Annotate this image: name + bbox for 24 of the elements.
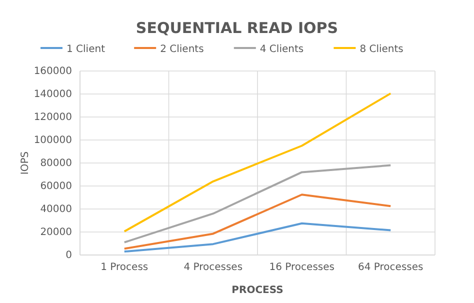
x-tick-label: 16 Processes bbox=[269, 262, 334, 274]
line-series bbox=[123, 164, 392, 244]
y-tick-label: 140000 bbox=[34, 89, 72, 100]
x-tick-label: 64 Processes bbox=[358, 262, 424, 274]
line-series bbox=[123, 222, 392, 253]
x-axis-title: PROCESS bbox=[232, 285, 284, 296]
legend-label: 8 Clients bbox=[360, 44, 404, 55]
y-tick-label: 0 bbox=[66, 250, 72, 262]
legend-label: 1 Client bbox=[66, 44, 106, 55]
y-tick-label: 100000 bbox=[34, 135, 72, 146]
chart-title: SEQUENTIAL READ IOPS bbox=[136, 19, 338, 37]
y-tick-label: 20000 bbox=[40, 227, 72, 238]
legend-label: 4 Clients bbox=[260, 44, 304, 55]
y-tick-label: 80000 bbox=[40, 158, 72, 170]
y-tick-label: 160000 bbox=[34, 66, 72, 78]
legend-label: 2 Clients bbox=[160, 44, 204, 55]
y-axis-title: IOPS bbox=[20, 151, 31, 175]
x-tick-label: 1 Process bbox=[100, 262, 148, 274]
x-tick-label: 4 Processes bbox=[184, 262, 243, 274]
line-series bbox=[123, 194, 392, 250]
y-tick-label: 60000 bbox=[40, 181, 72, 192]
line-series bbox=[123, 92, 392, 232]
y-tick-label: 40000 bbox=[40, 204, 72, 216]
y-tick-label: 120000 bbox=[34, 112, 72, 124]
